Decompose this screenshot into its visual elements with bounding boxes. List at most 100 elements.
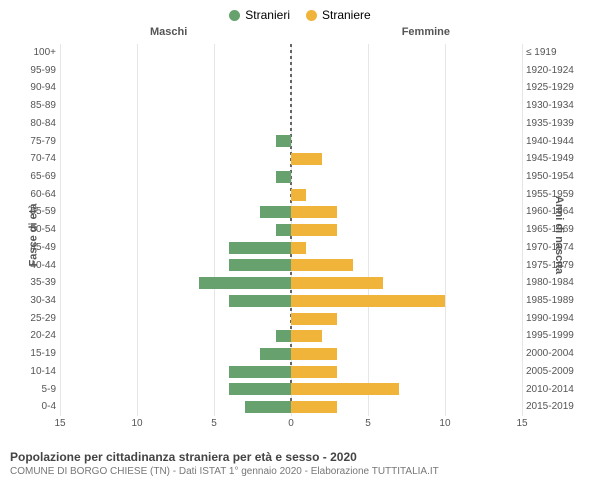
header-male: Maschi [150, 26, 187, 38]
legend-swatch-male [229, 10, 240, 21]
birth-label: 1990-1994 [526, 313, 574, 324]
birth-label: 1935-1939 [526, 118, 574, 129]
bar-male [276, 224, 291, 236]
pyramid-row: 5-92010-2014 [60, 381, 522, 399]
age-label: 0-4 [42, 401, 56, 412]
age-label: 10-14 [30, 366, 56, 377]
bar-female [291, 153, 322, 165]
bar-male [229, 259, 291, 271]
age-label: 100+ [33, 47, 56, 58]
bar-male [229, 383, 291, 395]
bar-female [291, 189, 306, 201]
pyramid-row: 65-691950-1954 [60, 168, 522, 186]
age-label: 60-64 [30, 189, 56, 200]
birth-label: 1925-1929 [526, 82, 574, 93]
bar-female [291, 313, 337, 325]
birth-label: 1960-1964 [526, 206, 574, 217]
bar-male [276, 171, 291, 183]
bar-female [291, 366, 337, 378]
x-tick: 10 [131, 418, 142, 429]
bar-female [291, 224, 337, 236]
pyramid-row: 85-891930-1934 [60, 97, 522, 115]
pyramid-row: 55-591960-1964 [60, 203, 522, 221]
pyramid-row: 10-142005-2009 [60, 363, 522, 381]
bar-female [291, 259, 353, 271]
grid-line [522, 44, 523, 416]
birth-label: ≤ 1919 [526, 47, 557, 58]
header-female: Femmine [402, 26, 450, 38]
x-tick: 10 [439, 418, 450, 429]
birth-label: 1955-1959 [526, 189, 574, 200]
age-label: 20-24 [30, 330, 56, 341]
age-label: 95-99 [30, 65, 56, 76]
age-label: 75-79 [30, 136, 56, 147]
bar-female [291, 295, 445, 307]
birth-label: 1920-1924 [526, 65, 574, 76]
age-label: 90-94 [30, 82, 56, 93]
pyramid-row: 20-241995-1999 [60, 327, 522, 345]
pyramid-row: 15-192000-2004 [60, 345, 522, 363]
bar-male [199, 277, 291, 289]
birth-label: 1940-1944 [526, 136, 574, 147]
bar-female [291, 401, 337, 413]
legend-swatch-female [306, 10, 317, 21]
birth-label: 2000-2004 [526, 348, 574, 359]
birth-label: 2010-2014 [526, 384, 574, 395]
age-label: 50-54 [30, 224, 56, 235]
pyramid-row: 90-941925-1929 [60, 79, 522, 97]
bar-male [276, 135, 291, 147]
birth-label: 1950-1954 [526, 171, 574, 182]
legend-label-female: Straniere [322, 8, 371, 22]
pyramid-row: 0-42015-2019 [60, 398, 522, 416]
x-tick: 5 [365, 418, 371, 429]
chart-subtitle: COMUNE DI BORGO CHIESE (TN) - Dati ISTAT… [10, 466, 590, 477]
age-label: 55-59 [30, 206, 56, 217]
legend-item-female: Straniere [306, 8, 371, 22]
age-label: 40-44 [30, 260, 56, 271]
bar-male [245, 401, 291, 413]
birth-label: 1965-1969 [526, 224, 574, 235]
legend: Stranieri Straniere [0, 0, 600, 26]
pyramid-row: 95-991920-1924 [60, 62, 522, 80]
bar-male [229, 366, 291, 378]
age-label: 65-69 [30, 171, 56, 182]
pyramid-row: 30-341985-1989 [60, 292, 522, 310]
chart: Maschi Femmine Fasce di età Anni di nasc… [0, 26, 600, 444]
bar-female [291, 330, 322, 342]
x-tick: 5 [211, 418, 217, 429]
bar-male [229, 295, 291, 307]
pyramid-row: 100+≤ 1919 [60, 44, 522, 62]
birth-label: 2015-2019 [526, 401, 574, 412]
x-tick: 15 [516, 418, 527, 429]
bar-female [291, 277, 383, 289]
pyramid-row: 40-441975-1979 [60, 257, 522, 275]
legend-item-male: Stranieri [229, 8, 290, 22]
bar-female [291, 383, 399, 395]
bar-male [260, 348, 291, 360]
x-tick: 0 [288, 418, 294, 429]
birth-label: 1945-1949 [526, 153, 574, 164]
plot-area: 100+≤ 191995-991920-192490-941925-192985… [60, 44, 522, 416]
pyramid-row: 70-741945-1949 [60, 150, 522, 168]
chart-headers: Maschi Femmine [0, 26, 600, 42]
pyramid-row: 75-791940-1944 [60, 133, 522, 151]
birth-label: 1970-1974 [526, 242, 574, 253]
x-axis: 15105051015 [60, 418, 522, 436]
age-label: 35-39 [30, 277, 56, 288]
x-tick: 15 [54, 418, 65, 429]
birth-label: 1975-1979 [526, 260, 574, 271]
age-label: 70-74 [30, 153, 56, 164]
birth-label: 1980-1984 [526, 277, 574, 288]
pyramid-row: 50-541965-1969 [60, 221, 522, 239]
age-label: 85-89 [30, 100, 56, 111]
age-label: 15-19 [30, 348, 56, 359]
bar-female [291, 206, 337, 218]
chart-title: Popolazione per cittadinanza straniera p… [10, 450, 590, 464]
pyramid-row: 35-391980-1984 [60, 274, 522, 292]
age-label: 45-49 [30, 242, 56, 253]
age-label: 30-34 [30, 295, 56, 306]
bar-male [229, 242, 291, 254]
birth-label: 1995-1999 [526, 330, 574, 341]
bar-male [276, 330, 291, 342]
birth-label: 1930-1934 [526, 100, 574, 111]
